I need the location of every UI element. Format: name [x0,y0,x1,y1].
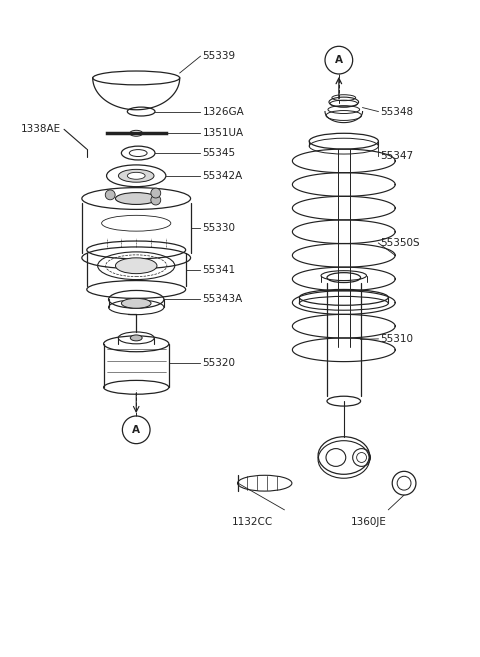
Text: 1326GA: 1326GA [203,106,244,116]
Text: 55348: 55348 [380,106,413,116]
Text: 55347: 55347 [380,151,413,161]
Text: 55330: 55330 [203,223,235,233]
Ellipse shape [127,172,145,179]
Circle shape [151,195,161,205]
Text: 55310: 55310 [380,334,413,344]
Text: 55350S: 55350S [380,238,420,248]
Circle shape [105,190,115,200]
Text: 55343A: 55343A [203,294,243,304]
Text: 1338AE: 1338AE [21,124,60,134]
Text: 55341: 55341 [203,265,236,275]
Circle shape [151,188,161,198]
Ellipse shape [130,335,142,341]
Ellipse shape [119,170,154,182]
Text: 55342A: 55342A [203,171,243,181]
Ellipse shape [130,130,143,136]
Text: 1351UA: 1351UA [203,128,243,138]
Text: A: A [335,55,343,65]
Ellipse shape [121,298,151,308]
Text: 55320: 55320 [203,357,235,368]
Ellipse shape [116,258,157,274]
Ellipse shape [116,193,157,204]
Text: 55339: 55339 [203,51,236,61]
Text: A: A [132,425,140,435]
Text: 1132CC: 1132CC [232,517,274,527]
Text: 1360JE: 1360JE [350,517,386,527]
Text: 55345: 55345 [203,148,236,158]
